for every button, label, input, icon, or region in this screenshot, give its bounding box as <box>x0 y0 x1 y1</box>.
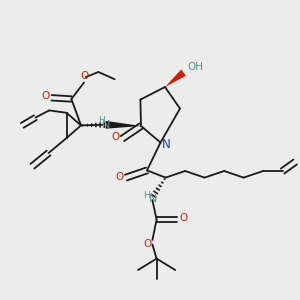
Text: O: O <box>115 172 124 182</box>
Text: H: H <box>98 116 105 125</box>
Text: H: H <box>143 191 150 200</box>
Text: O: O <box>41 91 49 101</box>
Polygon shape <box>165 70 186 87</box>
Text: N: N <box>149 194 157 204</box>
Text: OH: OH <box>188 62 204 72</box>
Text: O: O <box>112 132 120 142</box>
Text: O: O <box>179 213 188 224</box>
Text: O: O <box>80 71 89 81</box>
Text: O: O <box>143 238 152 249</box>
Text: N: N <box>161 137 170 151</box>
Polygon shape <box>106 121 141 129</box>
Text: N: N <box>102 120 111 130</box>
